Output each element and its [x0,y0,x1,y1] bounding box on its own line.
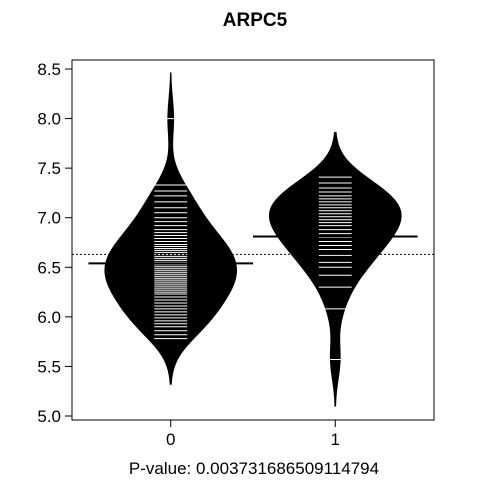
y-tick-label: 6.0 [37,308,61,327]
bean-0 [104,72,238,385]
y-tick-label: 5.0 [37,407,61,426]
y-tick-label: 7.5 [37,159,61,178]
x-tick-label: 0 [166,430,175,449]
bean-1 [268,131,402,407]
beans-layer [104,72,402,407]
x-axis-caption: P-value: 0.003731686509114794 [129,459,379,478]
y-axis: 5.0 5.5 6.0 6.5 7.0 7.5 8.0 8.5 [37,60,72,426]
plot-frame [71,59,435,421]
lines-layer [72,118,434,360]
chart-title: ARPC5 [223,10,288,31]
y-tick-label: 8.5 [37,60,61,79]
y-tick-label: 5.5 [37,357,61,376]
x-tick-label: 1 [331,430,340,449]
y-tick-label: 8.0 [37,110,61,129]
y-tick-label: 7.0 [37,209,61,228]
y-tick-label: 6.5 [37,258,61,277]
